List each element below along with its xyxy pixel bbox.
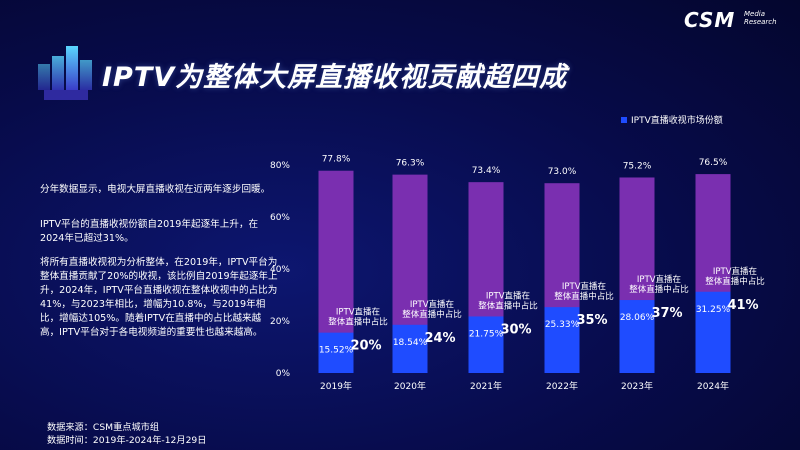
ratio-caption-line1: IPTV直播在	[486, 290, 530, 301]
ratio-caption-line2: 整体直播中占比	[478, 300, 538, 311]
ratio-value: 20%	[350, 339, 381, 354]
ratio-value: 37%	[651, 306, 682, 321]
csm-brand-logo: CSM Media Research	[684, 8, 794, 34]
iptv-bar	[695, 291, 731, 373]
summary-paragraph-1: 分年数据显示，电视大屏直播收视在近两年逐步回暖。	[40, 184, 271, 195]
total-value-label: 76.5%	[699, 158, 728, 168]
ratio-value: 35%	[576, 313, 607, 328]
summary-paragraph-2: IPTV平台的直播收视份额自2019年起逐年上升，在2024年已超过31%。	[40, 219, 259, 244]
x-tick-label: 2024年	[697, 380, 729, 392]
ratio-value: 41%	[727, 298, 758, 313]
y-tick-label: 60%	[270, 213, 290, 223]
data-source: 数据来源：CSM重点城市组	[47, 422, 160, 433]
x-tick-label: 2021年	[470, 380, 502, 392]
x-tick-label: 2022年	[546, 380, 578, 392]
y-tick-label: 0%	[276, 369, 291, 379]
ratio-value: 30%	[500, 322, 531, 337]
ratio-caption-line1: IPTV直播在	[562, 281, 606, 292]
ratio-caption-line1: IPTV直播在	[637, 274, 681, 285]
iptv-value-label: 15.52%	[319, 346, 354, 356]
legend-label: IPTV直播收视市场份额	[631, 116, 723, 126]
ratio-caption-line2: 整体直播中占比	[328, 317, 388, 328]
iptv-bar	[544, 307, 580, 373]
ratio-caption-line2: 整体直播中占比	[629, 284, 689, 295]
summary-paragraph-3: 将所有直播收视视为分析整体，在2019年，IPTV平台为整体直播贡献了20%的收…	[40, 257, 278, 338]
ratio-caption-line1: IPTV直播在	[410, 299, 454, 310]
chart-legend: IPTV直播收视市场份额	[621, 113, 723, 126]
x-tick-label: 2020年	[394, 380, 426, 392]
total-value-label: 73.4%	[472, 166, 501, 176]
data-time: 数据时间：2019年-2024年-12月29日	[47, 435, 207, 446]
iptv-value-label: 21.75%	[469, 329, 504, 339]
page-title: IPTV为整体大屏直播收视贡献超四成	[102, 62, 568, 93]
iptv-value-label: 28.06%	[620, 313, 655, 323]
brand-name: CSM	[684, 8, 736, 32]
x-tick-label: 2019年	[320, 380, 352, 392]
iptv-value-label: 25.33%	[545, 320, 580, 330]
ratio-caption-line1: IPTV直播在	[336, 307, 380, 318]
brand-subtitle: Media Research	[744, 10, 777, 26]
iptv-value-label: 18.54%	[393, 338, 428, 348]
y-tick-label: 20%	[270, 317, 290, 327]
ratio-caption-line2: 整体直播中占比	[402, 309, 462, 320]
cube-logo-icon	[38, 46, 92, 100]
iptv-value-label: 31.25%	[696, 305, 731, 315]
iptv-bar	[318, 332, 354, 373]
ratio-caption-line2: 整体直播中占比	[554, 291, 614, 302]
iptv-bar	[468, 316, 504, 373]
iptv-bar	[392, 324, 428, 373]
y-tick-label: 40%	[270, 265, 290, 275]
total-value-label: 77.8%	[322, 155, 351, 165]
total-value-label: 75.2%	[623, 161, 652, 171]
ratio-caption-line1: IPTV直播在	[713, 266, 757, 277]
x-tick-label: 2023年	[621, 380, 653, 392]
legend-swatch	[621, 116, 627, 123]
ratio-caption-line2: 整体直播中占比	[705, 276, 765, 287]
total-value-label: 73.0%	[548, 167, 577, 177]
y-tick-label: 80%	[270, 161, 290, 171]
total-value-label: 76.3%	[396, 159, 425, 169]
ratio-value: 24%	[424, 331, 455, 346]
iptv-bar	[619, 300, 655, 373]
